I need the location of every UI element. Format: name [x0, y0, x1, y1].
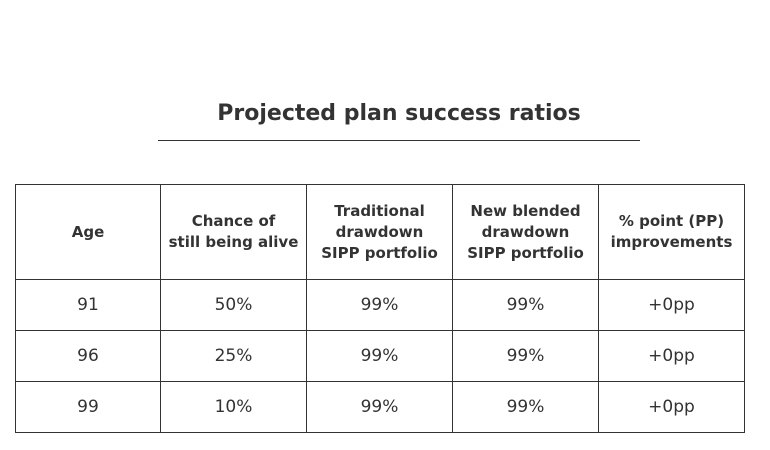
cell-chance-alive: 50%: [160, 279, 307, 331]
table-row: 99 10% 99% 99% +0pp: [15, 381, 745, 433]
header-blended-portfolio: New blended drawdown SIPP portfolio: [452, 184, 599, 280]
cell-improvement: +0pp: [598, 330, 745, 382]
header-age: Age: [15, 184, 161, 280]
cell-improvement: +0pp: [598, 279, 745, 331]
header-pp-improvements: % point (PP) improvements: [598, 184, 745, 280]
cell-chance-alive: 25%: [160, 330, 307, 382]
table-row: 96 25% 99% 99% +0pp: [15, 330, 745, 382]
cell-traditional: 99%: [306, 330, 453, 382]
cell-blended: 99%: [452, 381, 599, 433]
cell-age: 99: [15, 381, 161, 433]
cell-age: 96: [15, 330, 161, 382]
cell-blended: 99%: [452, 330, 599, 382]
table-row: 91 50% 99% 99% +0pp: [15, 279, 745, 331]
success-ratio-table: Age Chance of still being alive Traditio…: [15, 184, 745, 433]
header-traditional-portfolio: Traditional drawdown SIPP portfolio: [306, 184, 453, 280]
title-divider: [158, 140, 640, 141]
page-title: Projected plan success ratios: [217, 101, 581, 126]
table-header-row: Age Chance of still being alive Traditio…: [15, 184, 745, 280]
cell-blended: 99%: [452, 279, 599, 331]
header-chance-alive: Chance of still being alive: [160, 184, 307, 280]
cell-traditional: 99%: [306, 381, 453, 433]
cell-chance-alive: 10%: [160, 381, 307, 433]
cell-traditional: 99%: [306, 279, 453, 331]
cell-age: 91: [15, 279, 161, 331]
cell-improvement: +0pp: [598, 381, 745, 433]
